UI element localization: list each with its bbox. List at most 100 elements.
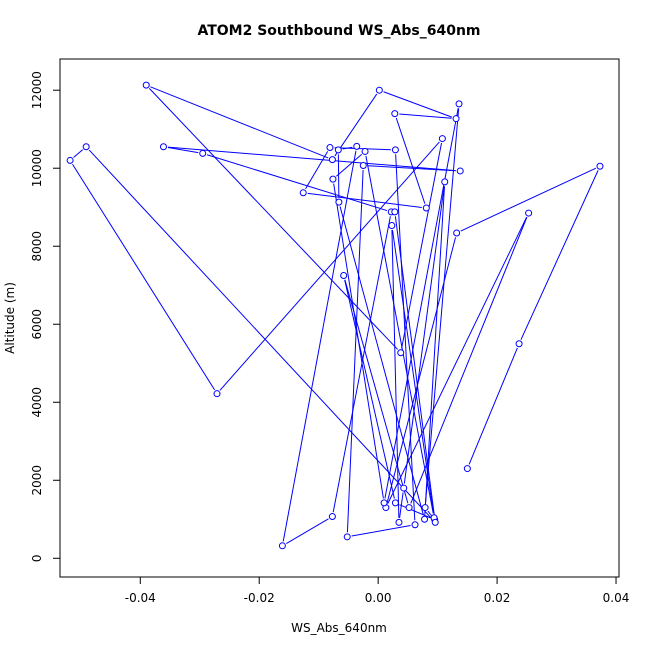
- data-point: [199, 149, 207, 157]
- data-point: [299, 189, 307, 197]
- data-point: [463, 465, 471, 473]
- series-segment: [401, 142, 443, 349]
- data-point: [328, 513, 336, 521]
- x-axis: -0.04 -0.02 0.00 0.02 0.04: [125, 577, 630, 605]
- data-point: [456, 167, 464, 175]
- data-point: [334, 146, 342, 154]
- data-point: [375, 86, 383, 94]
- series-segment: [520, 170, 599, 340]
- series-segment: [403, 186, 445, 484]
- series-segment: [282, 150, 357, 542]
- data-point: [340, 271, 348, 279]
- data-point: [213, 390, 221, 398]
- data-point: [397, 349, 405, 357]
- series-segment: [427, 510, 433, 517]
- data-point: [391, 110, 399, 118]
- series-segment: [336, 154, 362, 177]
- data-point: [391, 499, 399, 507]
- y-tick-label: 0: [30, 554, 44, 562]
- data-point: [278, 542, 286, 550]
- series-segment: [394, 216, 436, 518]
- series-segment: [383, 91, 453, 118]
- y-tick-label: 10000: [30, 149, 44, 187]
- series-segment: [286, 518, 329, 544]
- series-segment: [206, 154, 388, 212]
- data-point: [411, 521, 419, 529]
- series-segment: [346, 169, 364, 533]
- series-segment: [399, 113, 452, 119]
- y-tick-label: 6000: [30, 309, 44, 340]
- series-segment: [334, 147, 391, 151]
- series-segment: [148, 88, 399, 350]
- data-point: [343, 533, 351, 541]
- series-segment: [332, 216, 391, 513]
- series-segment: [425, 108, 460, 504]
- series-segment: [391, 230, 400, 518]
- x-tick-label: 0.02: [484, 591, 511, 605]
- x-tick-label: -0.02: [244, 591, 275, 605]
- data-point: [329, 175, 337, 183]
- y-tick-label: 4000: [30, 387, 44, 418]
- data-point: [326, 144, 334, 152]
- series-segment: [460, 167, 597, 232]
- data-point: [405, 504, 413, 512]
- series-segment: [424, 186, 445, 515]
- y-tick-label: 2000: [30, 465, 44, 496]
- series-segment: [334, 93, 378, 157]
- data-point: [66, 156, 74, 164]
- data-point: [455, 100, 463, 108]
- series-segment: [395, 154, 416, 521]
- data-point: [361, 147, 369, 155]
- series-segment: [305, 151, 329, 190]
- series-segment: [339, 206, 424, 516]
- series-segment: [88, 149, 433, 520]
- data-point: [421, 515, 429, 523]
- data-point: [380, 499, 388, 507]
- series-segment: [73, 149, 84, 158]
- data-point: [422, 204, 430, 212]
- data-point: [525, 209, 533, 217]
- data-point: [82, 143, 90, 151]
- y-tick-label: 12000: [30, 71, 44, 109]
- data-point: [395, 518, 403, 526]
- series-segment: [395, 117, 426, 204]
- series-segment: [150, 86, 329, 159]
- x-tick-label: 0.00: [365, 591, 392, 605]
- series-segment: [344, 279, 395, 499]
- data-point: [596, 162, 604, 170]
- chart-title: ATOM2 Southbound WS_Abs_640nm: [197, 23, 480, 39]
- data-point: [431, 518, 439, 526]
- x-tick-label: 0.04: [603, 591, 630, 605]
- series-segment: [367, 165, 456, 172]
- series-segment: [167, 146, 456, 172]
- data-point: [335, 198, 343, 206]
- data-point: [359, 161, 367, 169]
- series-segment: [468, 347, 518, 465]
- series-segment: [410, 217, 528, 504]
- data-point: [400, 484, 408, 492]
- series-segment: [72, 163, 216, 391]
- x-tick-label: -0.04: [125, 591, 156, 605]
- data-point: [388, 222, 396, 230]
- series-layer: [66, 81, 604, 550]
- data-point: [438, 135, 446, 143]
- data-point: [391, 146, 399, 154]
- data-point: [391, 208, 399, 216]
- data-point: [353, 142, 361, 150]
- data-point: [452, 115, 460, 123]
- data-point: [159, 143, 167, 151]
- y-tick-label: 8000: [30, 231, 44, 262]
- x-axis-label: WS_Abs_640nm: [291, 621, 387, 635]
- series-segment: [219, 141, 440, 391]
- series-segment: [333, 183, 384, 499]
- y-axis: 0 2000 4000 6000 8000 10000 12000: [30, 71, 60, 562]
- data-point: [441, 178, 449, 186]
- data-point: [328, 156, 336, 164]
- series-segment: [399, 492, 404, 519]
- data-point: [142, 81, 150, 89]
- series-segment: [399, 504, 431, 519]
- data-point: [515, 340, 523, 348]
- data-point: [453, 229, 461, 237]
- series-segment: [351, 525, 411, 537]
